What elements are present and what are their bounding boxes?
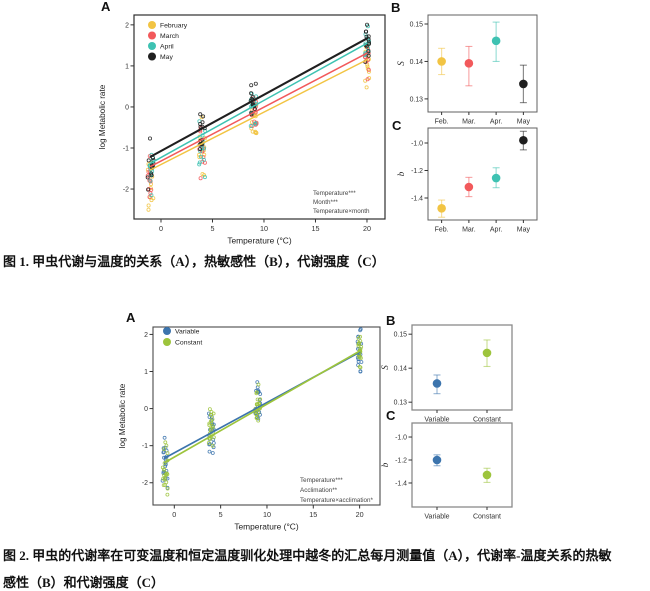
svg-text:Variable: Variable — [424, 417, 449, 423]
svg-text:Feb.: Feb. — [435, 227, 449, 234]
figure2-caption: 图 2. 甲虫的代谢率在可变温度和恒定温度驯化处理中越冬的汇总每月测量值（A），… — [3, 548, 612, 590]
svg-text:Acclimation**: Acclimation** — [300, 487, 338, 494]
svg-text:Constant: Constant — [473, 514, 501, 521]
svg-text:1: 1 — [144, 369, 148, 376]
svg-text:S: S — [380, 365, 390, 370]
svg-text:Mar.: Mar. — [462, 227, 476, 234]
svg-text:-1.2: -1.2 — [395, 457, 407, 464]
fig2C-plot: -1.4 -1.2 -1.0 Variable Constant b — [380, 422, 513, 521]
fig1C-plot: -1.4 -1.2 -1.0 Feb. Mar. Apr. May b — [396, 127, 538, 234]
svg-text:2: 2 — [125, 22, 129, 29]
svg-text:Constant: Constant — [473, 417, 501, 423]
svg-text:0.15: 0.15 — [410, 21, 424, 28]
svg-text:20: 20 — [363, 224, 371, 233]
figure1-panel-b-chart: 0.13 0.14 0.15 Feb. Mar. Apr. May S — [396, 0, 564, 130]
figure2-panel-c-label: C — [386, 408, 396, 423]
svg-text:b: b — [380, 462, 390, 467]
svg-text:0: 0 — [144, 406, 148, 413]
svg-text:5: 5 — [210, 224, 214, 233]
figure2-panel-a-chart: -2 -1 0 1 2 0 5 10 15 20 Temperature (°C) log Metab… — [116, 310, 406, 542]
svg-text:log Metabolic rate: log Metabolic rate — [118, 383, 127, 448]
svg-text:Apr.: Apr. — [490, 227, 503, 234]
svg-text:0.14: 0.14 — [394, 366, 408, 373]
svg-text:10: 10 — [263, 510, 271, 519]
figure2-panel-c-chart: -1.4 -1.2 -1.0 Variable Constant b — [380, 412, 548, 527]
figure1-panel-c-chart: -1.4 -1.2 -1.0 Feb. Mar. Apr. May b — [396, 113, 564, 240]
svg-text:Month***: Month*** — [313, 199, 338, 206]
svg-text:-1.0: -1.0 — [395, 434, 407, 441]
svg-text:Temperature (°C): Temperature (°C) — [227, 236, 292, 246]
svg-text:2: 2 — [144, 332, 148, 339]
svg-text:15: 15 — [309, 510, 317, 519]
svg-text:-1.0: -1.0 — [411, 140, 423, 147]
svg-text:-1.2: -1.2 — [411, 168, 423, 175]
svg-text:Temperature×month: Temperature×month — [313, 208, 370, 215]
figure2-panel-b-label: B — [386, 313, 396, 328]
fig2B-plot: 0.13 0.14 0.15 Variable Constant S — [380, 324, 513, 423]
svg-text:0.13: 0.13 — [410, 96, 424, 103]
svg-text:May: May — [517, 119, 531, 126]
svg-text:15: 15 — [311, 224, 319, 233]
figure1-panel-c-label: C — [392, 118, 402, 133]
svg-text:0: 0 — [159, 224, 163, 233]
svg-text:b: b — [396, 171, 406, 176]
svg-text:Temperature (°C): Temperature (°C) — [234, 522, 299, 532]
figure1-panel-a-chart: -2 -1 0 1 2 0 5 10 15 20 Temperature (°C) log Metab… — [96, 0, 396, 252]
svg-text:-2: -2 — [142, 480, 148, 487]
figure1-panel-a-label: A — [101, 0, 111, 14]
svg-text:Temperature***: Temperature*** — [300, 477, 343, 484]
svg-text:-1.4: -1.4 — [395, 480, 407, 487]
svg-text:Variable: Variable — [175, 328, 200, 335]
svg-text:May: May — [517, 227, 531, 234]
svg-text:log Metabolic rate: log Metabolic rate — [98, 84, 107, 149]
svg-text:-1: -1 — [123, 145, 129, 152]
svg-text:Apr.: Apr. — [490, 119, 503, 126]
svg-text:May: May — [160, 54, 173, 61]
svg-text:Temperature***: Temperature*** — [313, 190, 356, 197]
fig1B-plot: 0.13 0.14 0.15 Feb. Mar. Apr. May S — [396, 14, 538, 126]
svg-text:10: 10 — [260, 224, 268, 233]
svg-text:Variable: Variable — [424, 514, 449, 521]
svg-text:S: S — [396, 61, 406, 66]
figure1-panel-b-label: B — [391, 0, 401, 15]
svg-text:-2: -2 — [123, 186, 129, 193]
svg-text:-1.4: -1.4 — [411, 195, 423, 202]
svg-text:0: 0 — [125, 104, 129, 111]
svg-text:0.13: 0.13 — [394, 400, 408, 407]
svg-text:1: 1 — [125, 63, 129, 70]
svg-text:Temperature×acclimation*: Temperature×acclimation* — [300, 497, 374, 504]
svg-text:Feb.: Feb. — [435, 119, 449, 126]
figure2-panel-b-chart: 0.13 0.14 0.15 Variable Constant S — [380, 310, 548, 422]
svg-text:0: 0 — [172, 510, 176, 519]
svg-text:0.15: 0.15 — [394, 332, 408, 339]
svg-text:Constant: Constant — [175, 339, 202, 346]
svg-text:April: April — [160, 43, 174, 50]
svg-text:5: 5 — [219, 510, 223, 519]
svg-text:March: March — [160, 33, 179, 40]
svg-text:-1: -1 — [142, 443, 148, 450]
svg-text:Mar.: Mar. — [462, 119, 476, 126]
svg-text:February: February — [160, 22, 188, 29]
svg-text:20: 20 — [356, 510, 364, 519]
svg-text:0.14: 0.14 — [410, 59, 424, 66]
figure2-panel-a-label: A — [126, 310, 136, 325]
figure1-caption: 图 1. 甲虫代谢与温度的关系（A），热敏感性（B），代谢强度（C） — [3, 254, 385, 269]
